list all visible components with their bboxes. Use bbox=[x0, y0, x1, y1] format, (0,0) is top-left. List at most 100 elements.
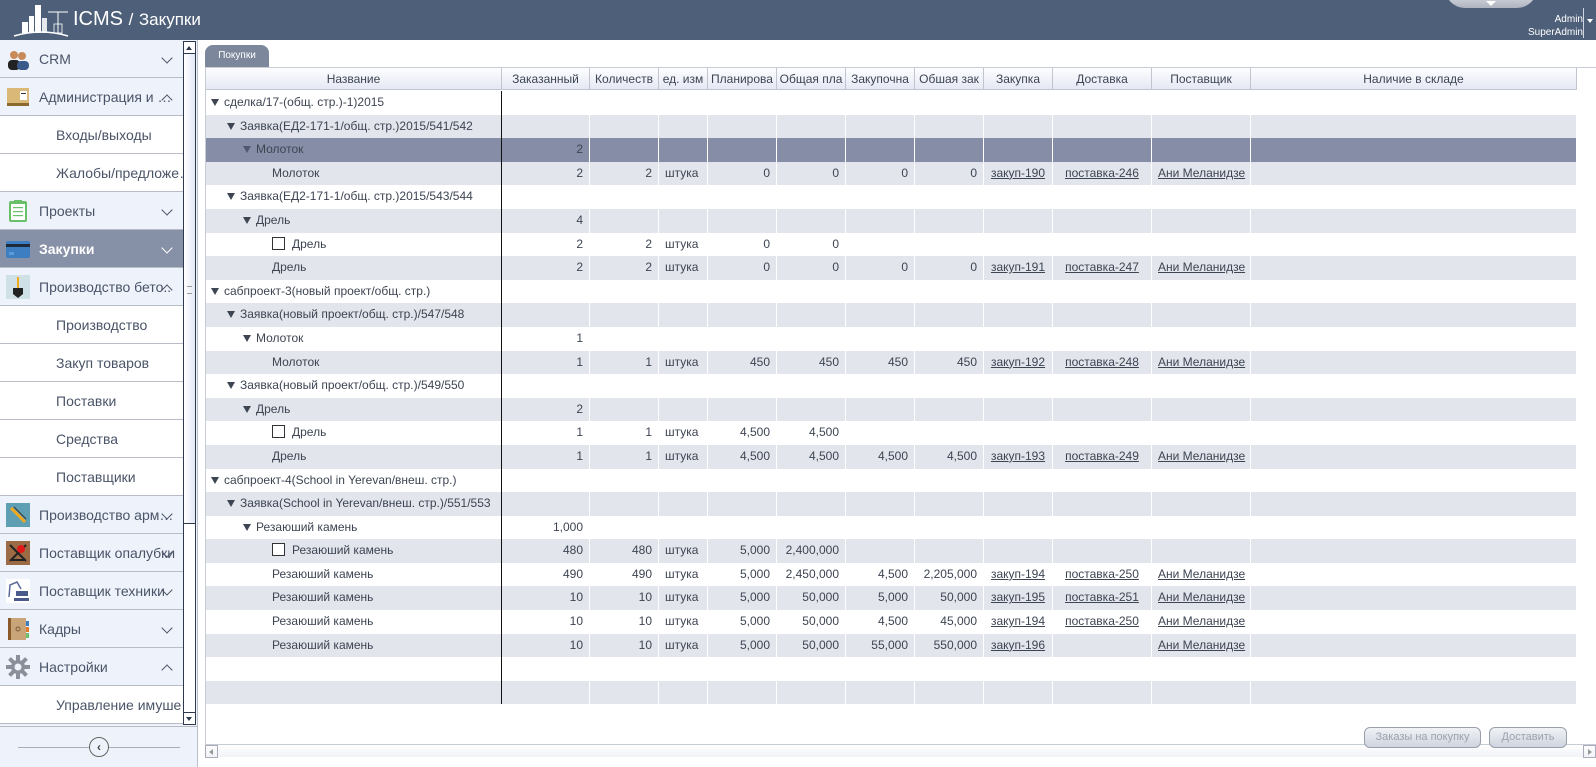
row-checkbox[interactable] bbox=[272, 236, 285, 250]
expand-caret-icon[interactable] bbox=[227, 500, 235, 508]
sidebar-item-13[interactable]: Поставщик опалубки bbox=[0, 534, 183, 572]
scroll-down-button[interactable] bbox=[184, 712, 195, 724]
supplier-link[interactable]: Ани Меланидзе bbox=[1158, 165, 1246, 180]
purchase-link[interactable]: закуп-194 bbox=[990, 614, 1046, 629]
table-row[interactable]: Дрель 2 2 штука 0 0 0 0 закуп-191 поставка-247 Ани… bbox=[206, 256, 1577, 280]
table-row[interactable]: сабпроект-3(новый проект/общ. стр.) bbox=[206, 279, 1577, 304]
purchase-link[interactable]: закуп-194 bbox=[990, 566, 1046, 581]
table-row[interactable]: Заявка(ЕД2-171-1/общ. стр.)2015/543/544 bbox=[206, 185, 1577, 209]
table-row[interactable]: Молоток 1 bbox=[206, 326, 1577, 351]
expand-caret-icon[interactable] bbox=[243, 216, 251, 224]
table-row[interactable]: Заявка(новый проект/общ. стр.)/547/548 bbox=[206, 303, 1577, 327]
purchase-link[interactable]: закуп-190 bbox=[990, 165, 1046, 180]
supplier-link[interactable]: Ани Меланидзе bbox=[1158, 448, 1246, 463]
table-row[interactable]: Резаюший камень 10 10 штука 5,000 50,000 55,00… bbox=[206, 633, 1577, 658]
column-header-8[interactable]: Закупка bbox=[984, 68, 1053, 90]
column-header-6[interactable]: Закупочна bbox=[846, 68, 915, 90]
sidebar-item-17[interactable]: Управление имуше… bbox=[0, 686, 183, 724]
sidebar-item-12[interactable]: Производство арм… bbox=[0, 496, 183, 534]
table-row[interactable] bbox=[206, 680, 1577, 705]
table-row[interactable]: Дрель 2 bbox=[206, 397, 1577, 422]
table-row[interactable]: Резаюший камень 10 10 штука 5,000 50,000 4,500… bbox=[206, 610, 1577, 634]
supplier-link[interactable]: Ани Меланидзе bbox=[1158, 566, 1246, 581]
table-row[interactable]: Дрель 2 2 штука 0 0 bbox=[206, 232, 1577, 257]
table-row[interactable] bbox=[206, 657, 1577, 681]
purchase-link[interactable]: закуп-192 bbox=[990, 354, 1046, 369]
purchase-link[interactable]: закуп-195 bbox=[990, 590, 1046, 605]
sidebar-item-9[interactable]: Поставки bbox=[0, 382, 183, 420]
purchase-link[interactable]: закуп-193 bbox=[990, 448, 1046, 463]
chevron-down-icon[interactable] bbox=[161, 242, 173, 254]
supplier-link[interactable]: Ани Меланидзе bbox=[1158, 590, 1246, 605]
tab-purchases[interactable]: Покупки bbox=[205, 45, 269, 67]
sidebar-item-2[interactable]: Входы/выходы bbox=[0, 116, 183, 154]
sidebar-item-7[interactable]: Производство bbox=[0, 306, 183, 344]
column-header-2[interactable]: Количеств bbox=[590, 68, 659, 90]
collapse-sidebar-button[interactable]: ‹ bbox=[89, 737, 109, 757]
chevron-down-icon[interactable] bbox=[161, 622, 173, 634]
column-header-9[interactable]: Доставка bbox=[1053, 68, 1152, 90]
purchase-link[interactable]: закуп-191 bbox=[990, 260, 1046, 275]
delivery-link[interactable]: поставка-249 bbox=[1065, 448, 1139, 463]
table-row[interactable]: Дрель 1 1 штука 4,500 4,500 4,500 4,500 закуп-19… bbox=[206, 444, 1577, 469]
delivery-link[interactable]: поставка-248 bbox=[1065, 354, 1139, 369]
delivery-link[interactable]: поставка-250 bbox=[1065, 614, 1139, 629]
table-row[interactable]: Заявка(School in Yerevan/внеш. стр.)/551… bbox=[206, 492, 1577, 516]
purchase-link[interactable]: закуп-196 bbox=[990, 637, 1046, 652]
table-row[interactable]: Заявка(ЕД2-171-1/общ. стр.)2015/541/542 bbox=[206, 114, 1577, 139]
column-header-4[interactable]: Планирова bbox=[708, 68, 777, 90]
user-menu-arrow-icon[interactable] bbox=[1587, 19, 1593, 23]
supplier-link[interactable]: Ани Меланидзе bbox=[1158, 260, 1246, 275]
supplier-link[interactable]: Ани Меланидзе bbox=[1158, 637, 1246, 652]
expand-caret-icon[interactable] bbox=[227, 193, 235, 201]
sidebar-item-5[interactable]: Закупки bbox=[0, 230, 183, 268]
expand-caret-icon[interactable] bbox=[211, 99, 219, 106]
deliver-button[interactable]: Доставить bbox=[1489, 727, 1567, 748]
user-info[interactable]: Admin SuperAdmin bbox=[1528, 13, 1583, 39]
table-row[interactable]: Дрель 4 bbox=[206, 208, 1577, 233]
expand-caret-icon[interactable] bbox=[243, 334, 251, 342]
table-row[interactable]: Молоток 2 bbox=[206, 138, 1577, 162]
expand-caret-icon[interactable] bbox=[243, 523, 251, 531]
table-row[interactable]: Заявка(новый проект/общ. стр.)/549/550 bbox=[206, 374, 1577, 398]
table-row[interactable]: Дрель 1 1 штука 4,500 4,500 bbox=[206, 421, 1577, 445]
supplier-link[interactable]: Ани Меланидзе bbox=[1158, 354, 1246, 369]
scroll-up-button[interactable] bbox=[184, 42, 195, 54]
sidebar-item-11[interactable]: Поставщики bbox=[0, 458, 183, 496]
delivery-link[interactable]: поставка-251 bbox=[1065, 590, 1139, 605]
scroll-left-button[interactable] bbox=[205, 745, 218, 758]
table-row[interactable]: Резаюший камень 490 490 штука 5,000 2,450,000… bbox=[206, 562, 1577, 587]
sidebar-item-8[interactable]: Закуп товаров bbox=[0, 344, 183, 382]
sidebar-item-0[interactable]: CRM bbox=[0, 40, 183, 78]
chevron-down-icon[interactable] bbox=[161, 52, 173, 64]
sidebar-item-10[interactable]: Средства bbox=[0, 420, 183, 458]
purchase-orders-button[interactable]: Заказы на покупку bbox=[1364, 727, 1481, 748]
top-pulldown-tab[interactable] bbox=[1445, 0, 1537, 8]
column-header-7[interactable]: Обшая зак bbox=[915, 68, 984, 90]
sidebar-item-3[interactable]: Жалобы/предложе… bbox=[0, 154, 183, 192]
expand-caret-icon[interactable] bbox=[211, 287, 219, 295]
expand-caret-icon[interactable] bbox=[227, 122, 235, 130]
delivery-link[interactable]: поставка-246 bbox=[1065, 165, 1139, 180]
table-row[interactable]: Резаюший камень 10 10 штука 5,000 50,000 5,000… bbox=[206, 586, 1577, 611]
table-row[interactable]: Молоток 2 2 штука 0 0 0 0 закуп-190 поставка-246 А… bbox=[206, 161, 1577, 186]
table-row[interactable]: Резаюший камень 480 480 штука 5,000 2,400,000 bbox=[206, 539, 1577, 563]
sidebar-item-1[interactable]: Администрация и … bbox=[0, 78, 183, 116]
expand-caret-icon[interactable] bbox=[211, 476, 219, 484]
column-header-5[interactable]: Общая пла bbox=[777, 68, 846, 90]
row-checkbox[interactable] bbox=[272, 543, 285, 557]
scroll-thumb[interactable] bbox=[184, 54, 195, 524]
column-header-0[interactable]: Название bbox=[206, 68, 502, 90]
sidebar-item-15[interactable]: Кадры bbox=[0, 610, 183, 648]
sidebar-item-16[interactable]: Настройки bbox=[0, 648, 183, 686]
expand-caret-icon[interactable] bbox=[243, 146, 251, 154]
table-row[interactable]: Молоток 1 1 штука 450 450 450 450 закуп-192 поста… bbox=[206, 350, 1577, 375]
table-row[interactable]: сабпроект-4(School in Yerevan/внеш. стр.… bbox=[206, 468, 1577, 493]
grid-horizontal-scrollbar[interactable] bbox=[205, 744, 1596, 758]
sidebar-scrollbar[interactable] bbox=[183, 41, 196, 725]
sidebar-item-4[interactable]: Проекты bbox=[0, 192, 183, 230]
row-checkbox[interactable] bbox=[272, 425, 285, 439]
table-row[interactable]: Резаюший камень 1,000 bbox=[206, 515, 1577, 540]
scroll-right-button[interactable] bbox=[1583, 745, 1596, 758]
column-header-11[interactable]: Наличие в складе bbox=[1251, 68, 1577, 90]
